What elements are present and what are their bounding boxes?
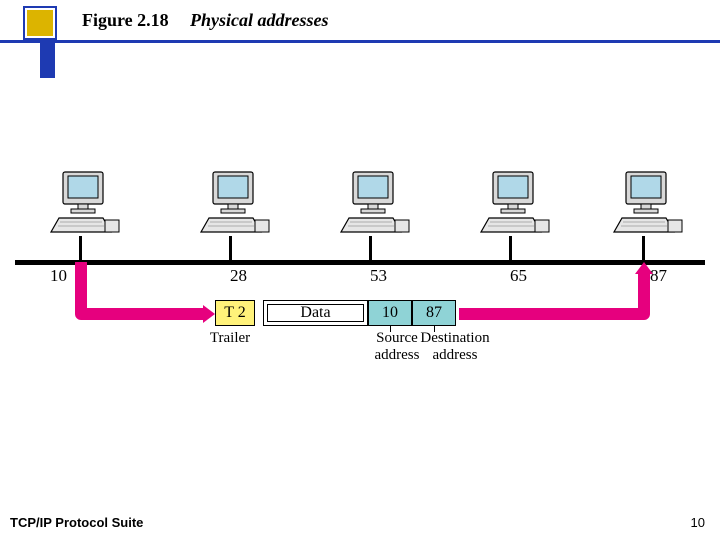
computer-node (335, 170, 415, 240)
diagram: 10 28 53 (0, 170, 720, 400)
node-address: 53 (370, 266, 387, 286)
slide-header: Figure 2.18 Physical addresses (0, 0, 720, 60)
computer-icon (608, 170, 688, 240)
computer-icon (335, 170, 415, 240)
figure-caption: Physical addresses (190, 10, 329, 31)
computer-node (45, 170, 125, 240)
drop-cable (369, 236, 372, 260)
frame-src: 10 (368, 300, 412, 326)
computer-node (195, 170, 275, 240)
computer-icon (195, 170, 275, 240)
drop-cable (229, 236, 232, 260)
figure-number: Figure 2.18 (82, 10, 169, 31)
node-address: 87 (650, 266, 667, 286)
frame-sublabel: Destinationaddress (410, 330, 500, 364)
bus-line (15, 260, 705, 265)
footer-title: TCP/IP Protocol Suite (10, 515, 143, 530)
node-address: 65 (510, 266, 527, 286)
frame-dst: 87 (412, 300, 456, 326)
page-number: 10 (691, 515, 705, 530)
drop-cable (642, 236, 645, 260)
computer-node (475, 170, 555, 240)
corner-decoration-square (25, 8, 55, 38)
node-address: 28 (230, 266, 247, 286)
node-address: 10 (50, 266, 67, 286)
computer-node (608, 170, 688, 240)
computer-icon (45, 170, 125, 240)
computer-icon (475, 170, 555, 240)
drop-cable (509, 236, 512, 260)
drop-cable (79, 236, 82, 260)
frame-data: Data (263, 300, 368, 326)
header-rule (0, 40, 720, 43)
corner-decoration-bar (40, 38, 55, 78)
frame-sublabel: Trailer (200, 330, 260, 347)
frame-t2: T 2 (215, 300, 255, 326)
